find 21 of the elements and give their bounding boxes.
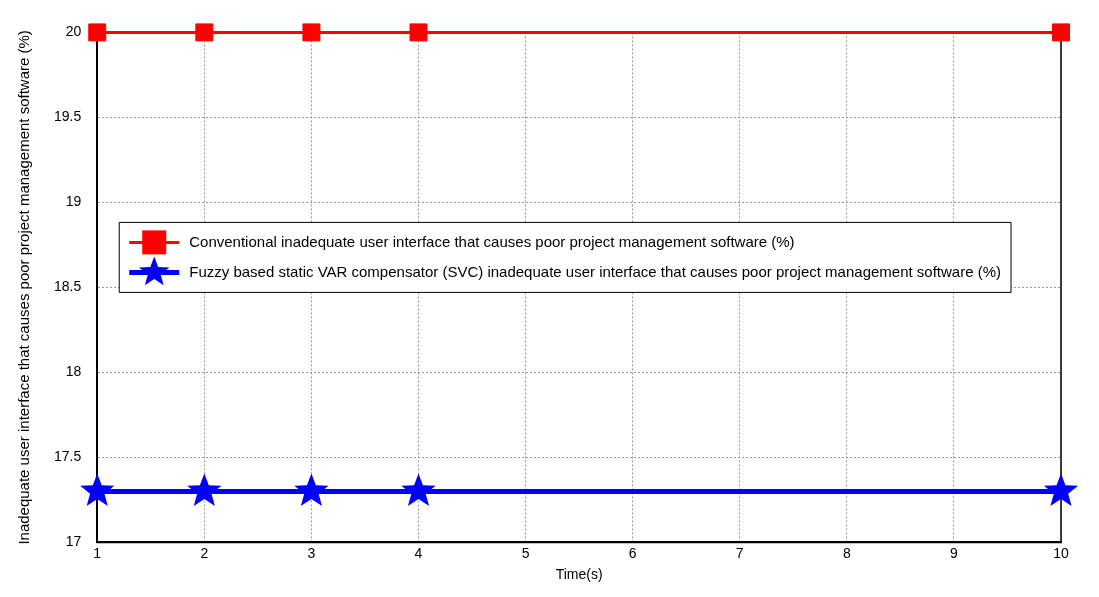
x-tick-label: 1 — [93, 544, 102, 561]
y-tick-label: 19 — [65, 193, 82, 210]
x-tick-label: 2 — [200, 544, 209, 561]
legend-label: Conventional inadequate user interface that causes poor project management software (%) — [189, 232, 795, 250]
y-tick-label: 18 — [65, 363, 82, 380]
x-tick-label: 5 — [521, 544, 530, 561]
x-tick-label: 8 — [842, 544, 851, 561]
x-axis-title: Time(s) — [555, 566, 603, 583]
y-axis-title: Inadequate user interface that causes poor project management software (%) — [15, 30, 33, 545]
x-tick-label: 4 — [414, 544, 423, 561]
x-tick-label: 3 — [307, 544, 316, 561]
x-tick-label: 7 — [735, 544, 744, 561]
x-tick-label: 6 — [628, 544, 637, 561]
x-tick-label: 10 — [1053, 544, 1069, 561]
y-tick-label: 19.5 — [54, 108, 82, 125]
y-tick-label: 20 — [65, 23, 82, 40]
y-tick-label: 17.5 — [54, 448, 82, 465]
y-tick-label: 18.5 — [54, 278, 82, 295]
legend-label: Fuzzy based static VAR compensator (SVC) inadequate user interface that causes poor project management software (%) — [189, 262, 1002, 280]
y-tick-label: 17 — [65, 533, 82, 550]
x-tick-label: 9 — [950, 544, 959, 561]
